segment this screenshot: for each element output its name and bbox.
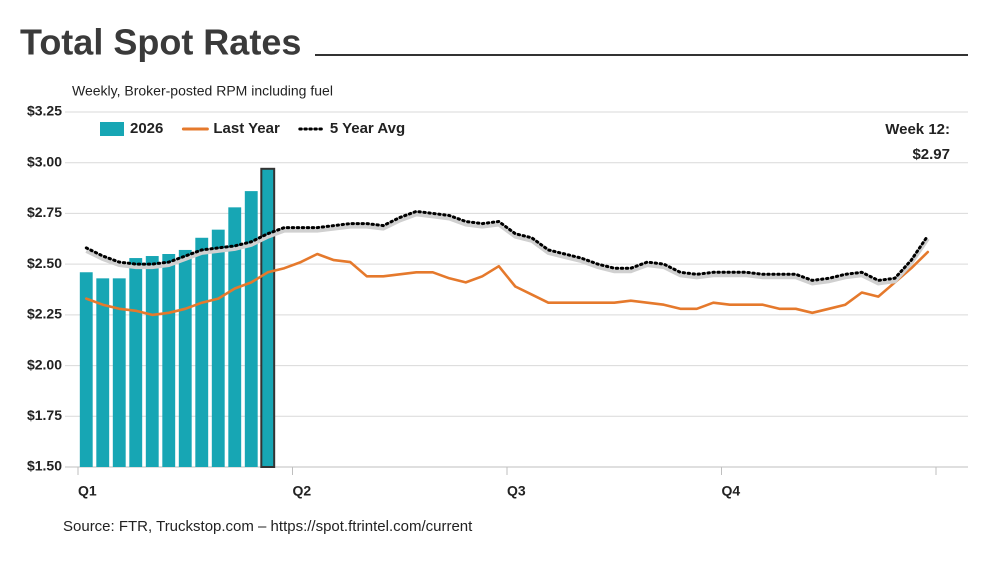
line-shadow bbox=[85, 212, 930, 286]
bar bbox=[195, 237, 209, 467]
y-tick-label: $1.50 bbox=[27, 458, 62, 474]
bar bbox=[211, 229, 225, 467]
bar bbox=[145, 256, 159, 467]
chart-title: Total Spot Rates bbox=[20, 22, 301, 63]
legend-label: Last Year bbox=[213, 120, 280, 137]
y-tick-label: $3.00 bbox=[27, 153, 62, 169]
x-tick-label: Q3 bbox=[507, 483, 526, 499]
chart-subtitle: Weekly, Broker-posted RPM including fuel bbox=[72, 83, 333, 99]
y-tick-label: $3.25 bbox=[27, 103, 62, 119]
bar bbox=[129, 258, 143, 467]
line bbox=[85, 250, 930, 317]
bar bbox=[260, 167, 276, 469]
x-tick-label: Q1 bbox=[78, 483, 97, 499]
y-tick-label: $1.75 bbox=[27, 407, 62, 423]
bar bbox=[112, 278, 126, 467]
bar bbox=[96, 278, 110, 467]
value-label: $2.97 bbox=[912, 146, 950, 163]
line bbox=[84, 209, 930, 282]
annotation: Week 12: bbox=[885, 121, 950, 138]
legend-swatch bbox=[100, 122, 124, 136]
x-tick-label: Q2 bbox=[293, 483, 312, 499]
y-tick-label: $2.75 bbox=[27, 204, 62, 220]
y-tick-label: $2.25 bbox=[27, 306, 62, 322]
legend-label: 2026 bbox=[130, 120, 163, 137]
y-tick-label: $2.00 bbox=[27, 356, 62, 372]
source-note: Source: FTR, Truckstop.com – https://spo… bbox=[63, 518, 473, 535]
bar bbox=[79, 272, 93, 467]
legend-label: 5 Year Avg bbox=[330, 120, 405, 137]
bar bbox=[228, 207, 242, 468]
bar bbox=[178, 249, 192, 467]
bar bbox=[244, 191, 258, 467]
bar bbox=[162, 254, 176, 467]
y-tick-label: $2.50 bbox=[27, 255, 62, 271]
x-tick-label: Q4 bbox=[722, 483, 741, 499]
